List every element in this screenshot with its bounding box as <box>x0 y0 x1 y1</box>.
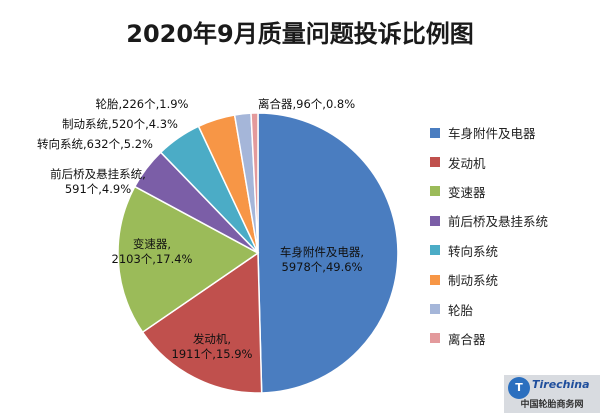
legend-label: 离合器 <box>448 331 486 347</box>
data-label-2: 变速器, 2103个,17.4% <box>112 237 193 266</box>
legend-item-6: 轮胎 <box>430 294 595 323</box>
pie-slice-2 <box>117 185 260 334</box>
legend-swatch <box>430 274 440 285</box>
legend-label: 制动系统 <box>448 273 499 289</box>
pie-slice-1 <box>141 251 263 394</box>
watermark-brand: Tirechina <box>532 378 590 391</box>
tirechina-logo: T <box>508 377 530 399</box>
legend-item-4: 转向系统 <box>430 236 595 265</box>
pie-slice-7 <box>250 112 259 254</box>
legend-swatch <box>430 127 440 138</box>
pie-slices <box>117 112 399 394</box>
data-label-4: 转向系统,632个,5.2% <box>37 137 153 151</box>
data-label-6: 轮胎,226个,1.9% <box>96 97 189 111</box>
legend-item-5: 制动系统 <box>430 265 595 294</box>
data-label-0: 车身附件及电器, 5978个,49.6% <box>280 245 364 274</box>
legend-label: 车身附件及电器 <box>448 126 536 142</box>
legend-item-2: 变速器 <box>430 177 595 206</box>
pie-data-labels: 车身附件及电器, 5978个,49.6% 发动机, 1911个,15.9% 变速器, 21… <box>37 97 364 361</box>
pie-slice-0 <box>257 112 399 394</box>
data-label-1: 发动机, 1911个,15.9% <box>172 332 253 361</box>
data-label-3: 前后桥及悬挂系统, 591个,4.9% <box>50 167 146 196</box>
legend-swatch <box>430 215 440 226</box>
data-label-5: 制动系统,520个,4.3% <box>62 117 178 131</box>
chart-legend: 车身附件及电器 发动机变速器前后桥及悬挂系统 转向系统制动系统轮胎离合器 <box>430 118 595 353</box>
legend-item-3: 前后桥及悬挂系统 <box>430 206 595 235</box>
legend-swatch <box>430 186 440 197</box>
legend-label: 变速器 <box>448 184 486 200</box>
legend-swatch <box>430 245 440 256</box>
legend-swatch <box>430 333 440 344</box>
legend-label: 转向系统 <box>448 243 499 259</box>
legend-item-1: 发动机 <box>430 147 595 176</box>
chart-title: 2020年9月质量问题投诉比例图 <box>126 20 474 48</box>
legend-swatch <box>430 304 440 315</box>
legend-swatch <box>430 157 440 168</box>
legend-label: 轮胎 <box>448 302 474 318</box>
legend-item-7: 离合器 <box>430 324 595 353</box>
watermark-site: 中国轮胎商务网 <box>520 400 584 410</box>
watermark: T Tirechina 中国轮胎商务网 <box>504 375 600 413</box>
legend-item-0: 车身附件及电器 <box>430 118 595 147</box>
legend-label: 前后桥及悬挂系统 <box>448 214 549 230</box>
legend-label: 发动机 <box>448 155 486 171</box>
data-label-7: 离合器,96个,0.8% <box>258 97 355 111</box>
